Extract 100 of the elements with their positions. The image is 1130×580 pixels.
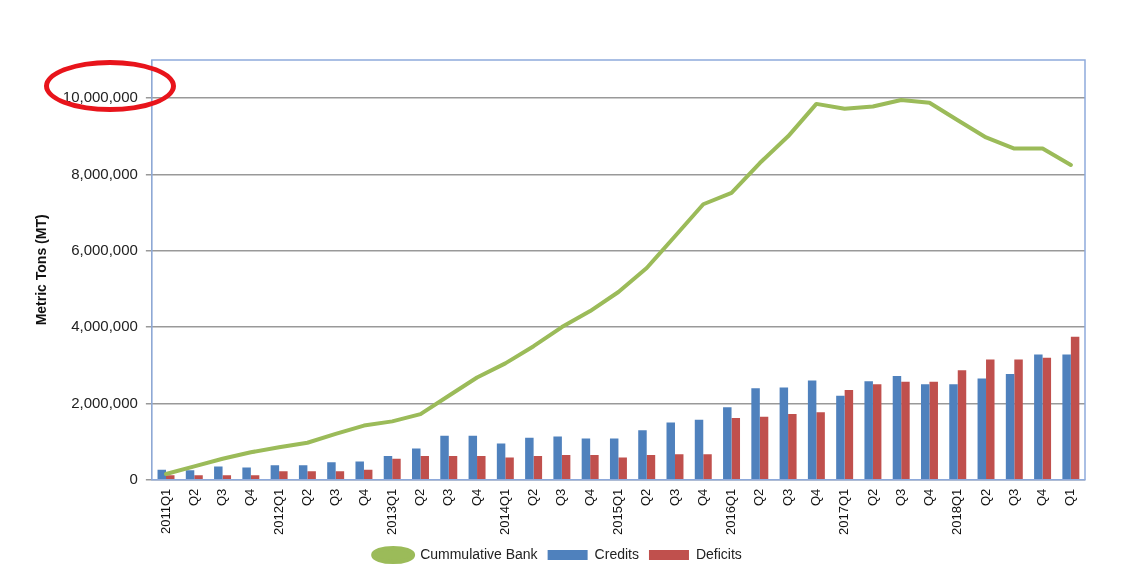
bar xyxy=(957,370,967,479)
bar xyxy=(335,471,345,479)
bar xyxy=(892,375,902,479)
bar xyxy=(420,456,429,479)
x-tick-label: 2011Q1 xyxy=(157,488,173,535)
bar xyxy=(751,388,760,479)
x-tick-label: 2014Q1 xyxy=(496,488,512,535)
x-tick-label: Q3 xyxy=(666,488,682,507)
bar xyxy=(561,454,571,479)
x-tick-label: 2016Q1 xyxy=(723,488,739,535)
x-tick-label: Q3 xyxy=(327,488,343,507)
x-tick-label: 2012Q1 xyxy=(270,488,286,535)
bar xyxy=(666,422,675,479)
bar xyxy=(298,465,308,479)
y-tick-label: 6,000,000 xyxy=(71,240,138,258)
x-tick-label: Q3 xyxy=(440,488,456,507)
bar xyxy=(703,454,712,479)
bar xyxy=(929,381,938,479)
bar xyxy=(646,454,656,479)
bar xyxy=(440,435,449,479)
y-tick-label: 4,000,000 xyxy=(71,317,138,335)
bar xyxy=(270,465,280,479)
bar xyxy=(279,471,288,479)
y-axis-title: Metric Tons (MT) xyxy=(33,214,50,326)
legend-label: Credits xyxy=(594,545,639,562)
bar xyxy=(779,387,789,479)
bar xyxy=(250,475,260,479)
x-tick-label: Q4 xyxy=(921,488,937,507)
bar xyxy=(505,457,514,479)
y-tick-label: 10,000,000 xyxy=(62,88,138,106)
bar xyxy=(836,395,845,479)
x-tick-label: Q4 xyxy=(1034,488,1050,507)
y-tick-label: 0 xyxy=(129,469,138,487)
bar xyxy=(194,475,203,479)
x-tick-label: Q4 xyxy=(581,488,597,507)
bar xyxy=(383,456,393,479)
x-tick-label: Q4 xyxy=(694,488,710,507)
x-tick-label: Q2 xyxy=(525,488,541,507)
bar xyxy=(872,384,882,479)
bar xyxy=(1062,354,1071,479)
bar xyxy=(581,438,591,479)
bar xyxy=(242,467,251,479)
bar xyxy=(553,436,562,479)
x-tick-label: 2017Q1 xyxy=(836,488,852,535)
x-tick-label: Q2 xyxy=(977,488,993,507)
x-tick-label: Q3 xyxy=(779,488,795,507)
legend-label: Cummulative Bank xyxy=(420,545,539,562)
bar xyxy=(477,456,486,479)
x-tick-label: 2015Q1 xyxy=(610,488,626,535)
bar xyxy=(363,469,373,479)
bar xyxy=(1034,354,1043,479)
x-tick-label: 2018Q1 xyxy=(949,488,965,535)
bar xyxy=(590,454,599,479)
bar xyxy=(609,438,619,479)
bar xyxy=(731,417,741,479)
x-tick-label: Q2 xyxy=(864,488,880,507)
bar xyxy=(759,416,769,479)
bar xyxy=(1005,374,1015,479)
bar xyxy=(525,437,534,479)
x-tick-label: Q4 xyxy=(242,488,258,507)
bar xyxy=(921,384,930,479)
bar xyxy=(694,419,704,479)
bar xyxy=(901,381,910,479)
x-tick-label: Q2 xyxy=(751,488,767,507)
x-tick-label: Q3 xyxy=(553,488,569,507)
bar xyxy=(166,475,175,479)
x-tick-label: Q4 xyxy=(355,488,371,507)
bar xyxy=(468,435,478,479)
bar xyxy=(355,461,364,479)
bar xyxy=(327,462,336,479)
x-tick-label: Q2 xyxy=(185,488,201,507)
bar xyxy=(222,475,232,479)
x-tick-label: Q2 xyxy=(298,488,314,507)
bar xyxy=(307,471,316,479)
x-tick-label: Q4 xyxy=(807,488,823,507)
x-tick-label: Q4 xyxy=(468,488,484,507)
bar xyxy=(618,457,627,479)
bar xyxy=(844,390,854,479)
bar xyxy=(185,470,195,479)
bar xyxy=(638,430,647,479)
bar xyxy=(214,466,223,479)
bar xyxy=(1042,357,1052,479)
bar xyxy=(788,414,797,479)
bar xyxy=(412,448,421,479)
bar xyxy=(1070,336,1080,479)
x-tick-label: Q3 xyxy=(214,488,230,507)
x-tick-label: Q2 xyxy=(412,488,428,507)
bar xyxy=(807,380,817,479)
bar xyxy=(723,407,732,479)
bar xyxy=(986,359,995,479)
bar xyxy=(533,456,543,479)
x-tick-label: 2013Q1 xyxy=(383,488,399,535)
x-tick-label: Q3 xyxy=(892,488,908,507)
bar xyxy=(1014,359,1023,479)
bar xyxy=(392,458,401,479)
bar xyxy=(977,378,987,479)
legend-label: Deficits xyxy=(695,545,742,562)
bar xyxy=(674,454,684,479)
x-tick-label: Q2 xyxy=(638,488,654,507)
bar xyxy=(864,381,873,479)
